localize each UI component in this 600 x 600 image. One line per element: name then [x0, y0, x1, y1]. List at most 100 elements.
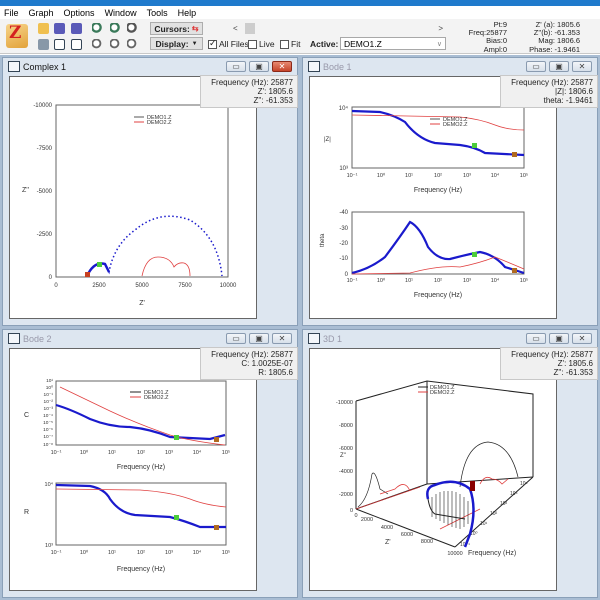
readout-line: Frequency (Hz): 25877 [511, 78, 593, 87]
save-icon[interactable] [54, 23, 65, 34]
svg-text:10¹: 10¹ [480, 521, 488, 527]
svg-text:DEMO1.Z: DEMO1.Z [443, 117, 468, 123]
menu-file[interactable]: File [4, 7, 19, 18]
menu-window[interactable]: Window [104, 7, 137, 18]
svg-text:DEMO2.Z: DEMO2.Z [430, 390, 455, 396]
zoom-reset-icon[interactable] [127, 39, 138, 50]
window-3d-1[interactable]: 3D 1 ▭ ▣ ✕ -10000 -8000 -6000 -4000 -2000 0 Z… [302, 329, 598, 598]
svg-text:-8000: -8000 [339, 423, 353, 429]
svg-text:10⁻¹: 10⁻¹ [51, 550, 62, 556]
svg-text:-7500: -7500 [37, 146, 53, 152]
cursor-scrollbar[interactable]: < > [233, 23, 443, 34]
svg-text:10⁵: 10⁵ [222, 549, 230, 556]
svg-text:|Z|: |Z| [324, 137, 331, 143]
complex-chart: -10000 -7500 -5000 -2500 0 0 2500 5000 7500 1000… [22, 103, 237, 307]
active-label: Active: [310, 39, 338, 49]
svg-text:10⁴: 10⁴ [193, 549, 202, 556]
checkbox-icon [280, 39, 289, 49]
cursors-label: Cursors: [154, 23, 190, 34]
svg-text:-6000: -6000 [339, 446, 353, 452]
svg-text:Frequency (Hz): Frequency (Hz) [468, 550, 516, 557]
split-view-icon[interactable] [71, 39, 82, 50]
svg-text:Z': Z' [139, 300, 145, 307]
close-button[interactable]: ✕ [572, 333, 592, 344]
svg-text:-4000: -4000 [339, 469, 353, 475]
table-view-icon[interactable] [38, 39, 49, 50]
maximize-button[interactable]: ▣ [249, 333, 269, 344]
svg-text:10¹: 10¹ [405, 278, 413, 284]
svg-text:Frequency (Hz): Frequency (Hz) [117, 464, 165, 471]
scroll-right-arrow[interactable]: > [438, 24, 443, 33]
phase-value: Phase: -1.9461 [529, 44, 580, 54]
fit-checkbox[interactable]: Fit [280, 39, 300, 49]
menu-help[interactable]: Help [177, 7, 197, 18]
3d-plot-icon [308, 333, 320, 344]
readout-line: |Z|: 1806.6 [555, 87, 593, 96]
live-checkbox[interactable]: Live [248, 39, 275, 49]
zoom-in-icon[interactable] [92, 39, 103, 50]
zoom-cursor-a-icon[interactable] [92, 23, 103, 34]
minimize-button[interactable]: ▭ [226, 61, 246, 72]
chart-area[interactable]: -10000 -7500 -5000 -2500 0 0 2500 5000 7500 1000… [9, 75, 298, 319]
readout-line: Frequency (Hz): 25877 [211, 350, 293, 359]
maximize-button[interactable]: ▣ [549, 61, 569, 72]
svg-text:DEMO1.Z: DEMO1.Z [147, 115, 172, 121]
readout-line: Frequency (Hz): 25877 [211, 78, 293, 87]
svg-text:C: C [24, 412, 29, 419]
cursor-readout: Frequency (Hz): 25877 C: 1.0025E-07 R: 1… [200, 347, 298, 380]
active-file-select[interactable]: DEMO1.Z ∨ [340, 37, 446, 50]
svg-text:10²: 10² [137, 550, 145, 556]
menu-options[interactable]: Options [63, 7, 95, 18]
svg-text:10⁻¹: 10⁻¹ [347, 278, 358, 284]
svg-text:10000: 10000 [447, 551, 462, 557]
chart-area[interactable]: -10000 -8000 -6000 -4000 -2000 0 Z'' 2000 4000… [309, 347, 598, 591]
svg-text:10⁻⁴: 10⁻⁴ [43, 413, 53, 419]
svg-text:10⁴: 10⁴ [491, 172, 500, 179]
svg-text:-20: -20 [339, 241, 348, 247]
window-complex-1[interactable]: Complex 1 ▭ ▣ ✕ -10000 -7500 -5000 -2500 0 0… [2, 57, 298, 326]
menu-tools[interactable]: Tools [146, 7, 168, 18]
save-as-icon[interactable] [71, 23, 82, 34]
mag-value: Mag: 1806.6 [538, 36, 580, 46]
window-title: Bode 1 [323, 61, 352, 72]
zoom-cursor-b-icon[interactable] [110, 23, 121, 34]
window-bode-1[interactable]: Bode 1 ▭ ▣ ✕ 10⁴ 10³ |Z| 10⁻¹ 10⁰ 10¹ 10² 10… [302, 57, 598, 326]
window-bode-2[interactable]: Bode 2 ▭ ▣ ✕ 10¹ 10⁰ 10⁻¹ 10⁻² 10⁻³ 10⁻⁴ 10⁻⁵ 1… [2, 329, 298, 598]
close-button[interactable]: ✕ [572, 61, 592, 72]
zoom-out-icon[interactable] [110, 39, 121, 50]
window-title: Bode 2 [23, 333, 52, 344]
scroll-left-arrow[interactable]: < [233, 24, 238, 33]
minimize-button[interactable]: ▭ [526, 333, 546, 344]
grid-view-icon[interactable] [54, 39, 65, 50]
cursor-readout: Frequency (Hz): 25877 |Z|: 1806.6 theta:… [500, 75, 598, 108]
svg-text:DEMO2.Z: DEMO2.Z [443, 122, 468, 128]
maximize-button[interactable]: ▣ [549, 333, 569, 344]
svg-text:0: 0 [54, 283, 58, 289]
svg-text:6000: 6000 [401, 532, 413, 538]
impedance-info: Z' (a): 1805.6 Z''(b): -61.353 Mag: 1806… [518, 20, 580, 54]
svg-text:-30: -30 [339, 226, 348, 232]
svg-text:10⁴: 10⁴ [45, 481, 54, 488]
display-dropdown[interactable]: Display: ▼ [150, 37, 203, 50]
scroll-thumb[interactable] [245, 23, 255, 34]
svg-text:-40: -40 [339, 210, 348, 216]
minimize-button[interactable]: ▭ [526, 61, 546, 72]
svg-text:2500: 2500 [92, 283, 106, 289]
display-label: Display: [155, 38, 189, 49]
active-label-text: Active: [310, 39, 339, 49]
close-button[interactable]: ✕ [272, 333, 292, 344]
svg-text:Frequency (Hz): Frequency (Hz) [117, 566, 165, 573]
open-folder-icon[interactable] [38, 23, 49, 34]
bias-value: Bias:0 [486, 36, 507, 46]
chart-area[interactable]: 10⁴ 10³ |Z| 10⁻¹ 10⁰ 10¹ 10² 10³ 10⁴ 10⁵ Frequ… [309, 75, 598, 319]
all-files-checkbox[interactable]: All Files [208, 38, 249, 49]
zoom-cursor-c-icon[interactable] [127, 23, 138, 34]
close-button[interactable]: ✕ [272, 61, 292, 72]
svg-text:-10000: -10000 [336, 400, 353, 406]
minimize-button[interactable]: ▭ [226, 333, 246, 344]
maximize-button[interactable]: ▣ [249, 61, 269, 72]
cursors-button[interactable]: Cursors: ⇆ [150, 22, 203, 35]
menu-graph[interactable]: Graph [28, 7, 54, 18]
chart-area[interactable]: 10¹ 10⁰ 10⁻¹ 10⁻² 10⁻³ 10⁻⁴ 10⁻⁵ 10⁻⁶ 10⁻⁷ 10⁻⁸ C… [9, 347, 298, 591]
checkbox-checked-icon [208, 38, 217, 49]
